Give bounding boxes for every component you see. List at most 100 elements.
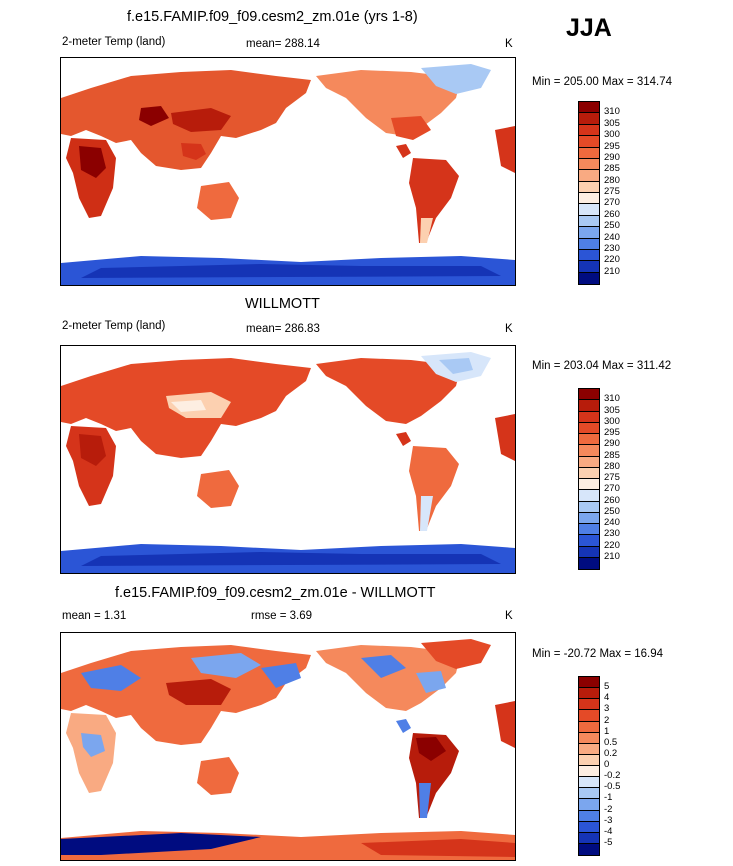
panel2-minmax-label: Min = 203.04 Max = 311.42 <box>532 360 672 372</box>
colorbar-tick-label: 0.5 <box>604 736 618 748</box>
panel1-land <box>61 64 515 285</box>
colorbar-tick-label: 3 <box>604 703 610 715</box>
colorbar-tick-label: 4 <box>604 692 610 704</box>
colorbar-box <box>579 754 599 766</box>
panel2-mean-label: mean= 286.83 <box>246 323 320 335</box>
colorbar-tick-label: 300 <box>604 415 620 427</box>
panel2-left-label: 2-meter Temp (land) <box>62 320 166 332</box>
panel2-map <box>60 345 516 574</box>
colorbar-box <box>579 788 599 800</box>
colorbar-box <box>579 193 599 205</box>
colorbar-tick-label: 270 <box>604 483 620 495</box>
colorbar-tick-label: -3 <box>604 814 613 826</box>
colorbar-tick-label: 260 <box>604 494 620 506</box>
colorbar-box <box>579 445 599 457</box>
colorbar-tick-label: 0.2 <box>604 747 618 759</box>
colorbar-tick-label: 250 <box>604 220 620 232</box>
colorbar-tick-label: -4 <box>604 825 613 837</box>
panel1-units-label: K <box>505 38 513 50</box>
colorbar-tick-label: 240 <box>604 231 620 243</box>
colorbar-tick-label: 295 <box>604 427 620 438</box>
panel1-minmax-label: Min = 205.00 Max = 314.74 <box>532 76 673 88</box>
colorbar-tick-label: 2 <box>604 714 610 726</box>
colorbar-box <box>579 249 599 262</box>
season-label: JJA <box>566 14 612 42</box>
colorbar-box <box>579 238 599 250</box>
colorbar-box <box>579 102 599 114</box>
colorbar-box <box>579 557 599 569</box>
colorbar-box <box>579 147 599 159</box>
colorbar-box <box>579 411 599 423</box>
colorbar-box <box>579 766 599 778</box>
colorbar-tick-label: 260 <box>604 208 620 220</box>
colorbar-box <box>579 821 599 833</box>
colorbar-tick-label: -5 <box>604 836 613 848</box>
colorbar-tick-label: 300 <box>604 129 620 141</box>
colorbar-box <box>579 113 599 125</box>
colorbar-tick-label: 0 <box>604 759 610 770</box>
colorbar-tick-label: 270 <box>604 197 620 209</box>
panel3-land <box>61 639 515 860</box>
colorbar-box <box>579 843 599 855</box>
colorbar-tick-label: 210 <box>604 265 620 277</box>
colorbar-box <box>579 490 599 502</box>
colorbar-box <box>579 136 599 148</box>
colorbar-box <box>579 512 599 524</box>
colorbar-box <box>579 170 599 182</box>
colorbar-box <box>579 467 599 479</box>
colorbar-tick-label: 250 <box>604 505 620 517</box>
colorbar-box <box>579 743 599 755</box>
colorbar-tick-label: 230 <box>604 528 620 540</box>
colorbar-box <box>579 422 599 434</box>
panel3-map <box>60 632 516 861</box>
panel1-title: f.e15.FAMIP.f09_f09.cesm2_zm.01e (yrs 1-… <box>127 9 418 25</box>
colorbar-box <box>579 810 599 822</box>
panel1-left-label: 2-meter Temp (land) <box>62 36 166 48</box>
colorbar-box <box>579 535 599 547</box>
panel1-mean-label: mean= 288.14 <box>246 38 320 50</box>
colorbar-tick-label: 305 <box>604 404 620 416</box>
panel3-units-label: K <box>505 610 513 622</box>
colorbar-tick-label: 220 <box>604 539 620 551</box>
colorbar-box <box>579 799 599 811</box>
colorbar-box <box>579 710 599 722</box>
colorbar-tick-label: 285 <box>604 163 620 175</box>
colorbar-box <box>579 721 599 733</box>
colorbar-tick-label: -2 <box>604 803 613 815</box>
colorbar-tick-label: 230 <box>604 242 620 254</box>
colorbar-box <box>579 204 599 216</box>
colorbar-tick-label: 290 <box>604 151 620 163</box>
colorbar-tick-label: 280 <box>604 174 620 186</box>
colorbar-box <box>579 732 599 744</box>
panel3-title: f.e15.FAMIP.f09_f09.cesm2_zm.01e - WILLM… <box>115 585 436 601</box>
panel2-colorbar <box>578 388 600 570</box>
colorbar-tick-label: 210 <box>604 550 620 562</box>
colorbar-box <box>579 158 599 171</box>
panel2-land <box>61 352 515 573</box>
colorbar-box <box>579 688 599 700</box>
panel3-colorbar <box>578 676 600 856</box>
panel3-mean-label: mean = 1.31 <box>62 610 127 622</box>
colorbar-tick-label: -0.5 <box>604 781 621 793</box>
colorbar-tick-label: 275 <box>604 186 620 197</box>
colorbar-tick-label: 5 <box>604 681 610 693</box>
colorbar-tick-label: 1 <box>604 725 610 737</box>
colorbar-box <box>579 215 599 228</box>
colorbar-box <box>579 181 599 193</box>
colorbar-tick-label: 290 <box>604 438 620 450</box>
colorbar-tick-label: 305 <box>604 117 620 129</box>
colorbar-tick-label: 275 <box>604 472 620 483</box>
panel3-minmax-label: Min = -20.72 Max = 16.94 <box>532 648 664 660</box>
colorbar-box <box>579 272 599 284</box>
colorbar-box <box>579 227 599 239</box>
panel2-map-svg <box>61 352 515 573</box>
colorbar-box <box>579 699 599 711</box>
colorbar-box <box>579 124 599 137</box>
colorbar-tick-label: 280 <box>604 460 620 472</box>
colorbar-box <box>579 400 599 412</box>
colorbar-box <box>579 456 599 468</box>
colorbar-box <box>579 434 599 446</box>
colorbar-box <box>579 677 599 689</box>
panel1-map-svg <box>61 64 515 285</box>
panel2-units-label: K <box>505 323 513 335</box>
